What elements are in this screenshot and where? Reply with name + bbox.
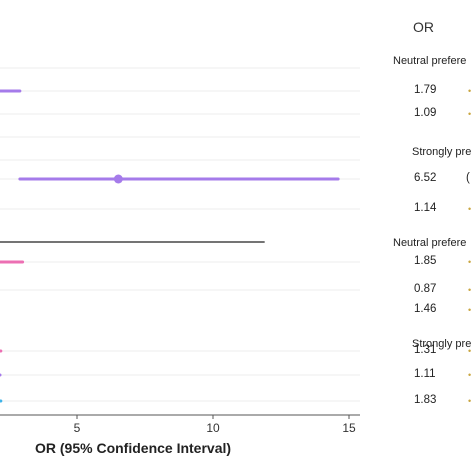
point-estimate (113, 174, 123, 184)
x-axis: 5 10 15 (0, 414, 360, 435)
or-column-header: OR (413, 19, 434, 35)
or-value: 1.14 (414, 202, 437, 214)
x-tick-label: 15 (342, 421, 356, 435)
or-value: 1.85 (414, 255, 437, 267)
x-axis-title: OR (95% Confidence Interval) (35, 440, 232, 456)
or-value: 1.11 (414, 368, 436, 380)
group-header: Strongly pre (412, 338, 472, 350)
ci-fragment-marker: • (468, 204, 472, 214)
gridlines (0, 67, 360, 402)
ci-fragment-marker: • (468, 370, 472, 380)
ci-fragment: ( (466, 172, 470, 184)
group-header: Neutral prefere (393, 55, 467, 67)
ci-fragment-marker: • (468, 305, 472, 315)
ci-fragment-marker: • (468, 257, 472, 267)
ci-fragment-marker: • (468, 86, 472, 96)
or-value: 6.52 (414, 172, 437, 184)
ci-lines (0, 89, 340, 403)
or-value: 1.46 (414, 303, 437, 315)
or-value: 0.87 (414, 283, 437, 295)
ci-fragment-marker: • (468, 285, 472, 295)
x-tick-label: 10 (206, 421, 220, 435)
ci-fragment-marker: • (468, 109, 472, 119)
group-header: Neutral prefere (393, 237, 467, 249)
ci-fragment-marker: • (468, 346, 472, 356)
or-value: 1.09 (414, 107, 437, 119)
or-value: 1.83 (414, 394, 437, 406)
group-header: Strongly pre (412, 146, 472, 158)
or-value: 1.31 (414, 344, 437, 356)
x-tick-label: 5 (74, 421, 81, 435)
ci-fragment-marker: • (468, 396, 472, 406)
or-value: 1.79 (414, 84, 437, 96)
